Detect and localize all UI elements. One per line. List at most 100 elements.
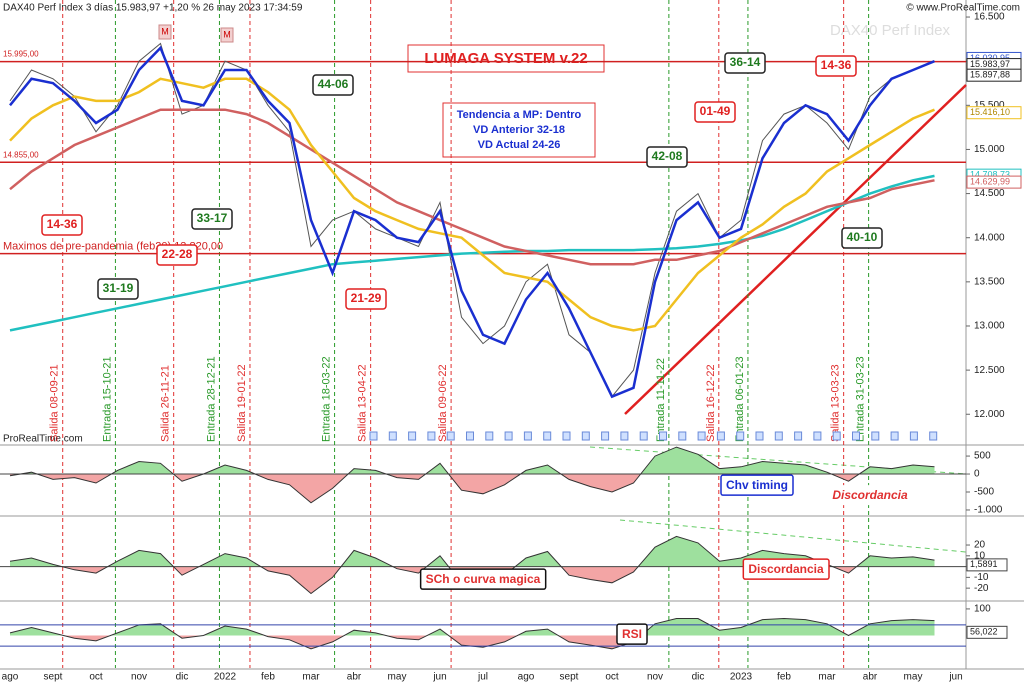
event-icon [832, 431, 841, 441]
signal-box [345, 288, 387, 310]
signal-box-label: 14-36 [47, 217, 78, 231]
price-tag [966, 106, 1022, 120]
pane-label: RSI [622, 627, 642, 641]
x-tick-label: 2023 [730, 672, 753, 683]
pane-label: Discordancia [748, 562, 824, 576]
marker-box [220, 27, 234, 43]
price-tag [966, 175, 1022, 189]
x-tick-label: feb [777, 672, 791, 683]
event-icon [388, 431, 397, 441]
x-tick-label: sept [560, 672, 579, 683]
signal-box-label: 31-19 [103, 281, 134, 295]
signal-label: Entrada 18-03-22 [321, 356, 333, 442]
price-line [9, 174, 935, 332]
price-tag-label: 15.983,97 [970, 59, 1010, 69]
pane-label: SCh o curva magica [426, 572, 541, 586]
heading-box [407, 44, 605, 73]
info-line: Tendencia a MP: Dentro [457, 109, 582, 121]
y-tick-label: 0 [974, 469, 980, 480]
event-icon [852, 431, 860, 441]
x-tick-label: ago [518, 672, 535, 683]
signal-label: Entrada 31-03-23 [855, 356, 867, 442]
pane-label-box [720, 474, 794, 496]
signal-label: Entrada 06-01-23 [734, 356, 746, 442]
x-tick-label: abr [863, 672, 878, 683]
x-tick-label: 2022 [214, 672, 237, 683]
y-tick-label: 12.000 [974, 409, 1005, 420]
oscillator-area [10, 536, 935, 567]
y-tick-label: -20 [974, 583, 989, 594]
marker-box [158, 24, 172, 40]
signal-box [724, 52, 766, 74]
signal-label: Entrada 15-10-21 [101, 356, 113, 442]
y-tick-label: 16.500 [974, 12, 1005, 23]
value-tag [966, 625, 1008, 639]
event-icon [485, 431, 494, 441]
event-icon [678, 431, 687, 441]
y-tick-label: -10 [974, 572, 989, 583]
price-tag [966, 68, 1022, 82]
signal-box-label: 44-06 [318, 77, 349, 91]
chart-title: DAX40 Perf Index 3 días 15.983,97 +1,20 … [3, 3, 303, 14]
event-icon [620, 431, 629, 441]
event-icon [408, 431, 417, 441]
price-tag-label: 14.629,99 [970, 176, 1010, 186]
event-icon [369, 431, 378, 441]
signal-box [646, 146, 688, 168]
event-icon [736, 431, 745, 441]
x-tick-label: sept [44, 672, 63, 683]
event-icon [794, 431, 803, 441]
x-tick-label: dic [176, 672, 189, 683]
oscillator-area [10, 618, 935, 636]
x-tick-label: nov [131, 672, 147, 683]
event-icon [504, 431, 513, 441]
y-tick-label: 15.000 [974, 144, 1005, 155]
x-tick-label: ago [2, 672, 19, 683]
y-tick-label: 14.500 [974, 188, 1005, 199]
price-tag-label: 15.416,10 [970, 107, 1010, 117]
signal-box [97, 278, 139, 300]
y-tick-label: 13.000 [974, 321, 1005, 332]
event-icon [427, 431, 436, 441]
event-icon [716, 431, 725, 441]
price-tag-label: 15.897,88 [970, 70, 1010, 80]
pane-label-box [419, 568, 547, 590]
y-tick-label: 12.500 [974, 365, 1005, 376]
signal-box [312, 74, 354, 96]
y-tick-label: 10 [974, 550, 986, 561]
x-tick-label: mar [818, 672, 836, 683]
event-icon [659, 431, 667, 441]
signal-label: Salida 26-11-21 [160, 365, 172, 442]
signal-box [694, 101, 736, 123]
x-tick-label: may [904, 672, 923, 683]
source: © www.ProRealTime.com [906, 3, 1020, 14]
event-icon [890, 431, 899, 441]
x-tick-label: jun [432, 672, 446, 683]
signal-box-label: 01-49 [700, 104, 731, 118]
pane-label: Chv timing [726, 478, 788, 492]
y-tick-label: 15.500 [974, 100, 1005, 111]
oscillator-area [10, 635, 935, 649]
event-icon [446, 431, 455, 441]
info-line: VD Actual 24-26 [478, 139, 561, 151]
x-tick-label: abr [347, 672, 362, 683]
value-tag-label: 1,5891 [970, 559, 998, 569]
event-icon [909, 431, 918, 441]
price-line [9, 45, 935, 399]
price-line [9, 108, 935, 266]
level-label: 14.855,00 [3, 150, 39, 159]
event-icon [929, 431, 938, 441]
event-icon [581, 431, 590, 441]
signal-box-label: 22-28 [162, 247, 193, 261]
y-tick-label: -1.000 [974, 505, 1003, 516]
x-tick-label: jul [477, 672, 488, 683]
signal-box-label: 33-17 [197, 211, 228, 225]
event-icon [697, 431, 706, 441]
event-icon [774, 431, 783, 441]
value-tag-label: 56,022 [970, 627, 998, 637]
price-tag-label: 14.708,73 [970, 170, 1010, 180]
event-icon [523, 431, 532, 441]
x-tick-label: jun [948, 672, 962, 683]
x-tick-label: oct [89, 672, 103, 683]
